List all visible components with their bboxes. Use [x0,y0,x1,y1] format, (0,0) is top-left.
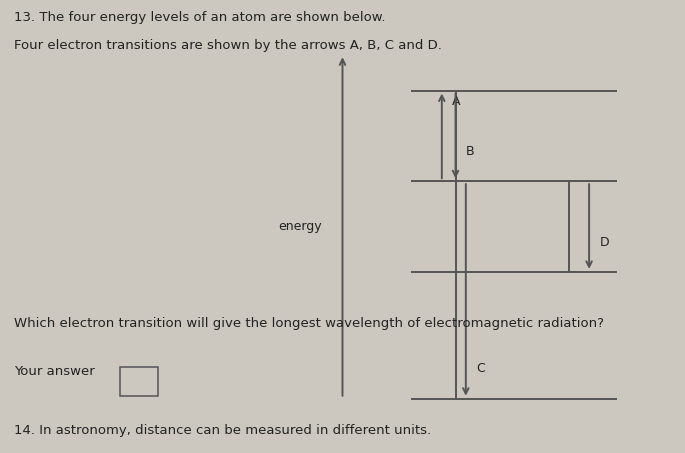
Text: D: D [599,236,609,249]
Text: Four electron transitions are shown by the arrows A, B, C and D.: Four electron transitions are shown by t… [14,39,442,52]
Text: Which electron transition will give the longest wavelength of electromagnetic ra: Which electron transition will give the … [14,317,603,330]
Text: Your answer: Your answer [14,365,95,378]
FancyBboxPatch shape [120,367,158,396]
Text: 14. In astronomy, distance can be measured in different units.: 14. In astronomy, distance can be measur… [14,424,431,437]
Text: B: B [466,145,475,158]
Text: A: A [452,95,460,108]
Text: 13. The four energy levels of an atom are shown below.: 13. The four energy levels of an atom ar… [14,11,385,24]
Text: C: C [476,362,485,376]
Text: energy: energy [278,220,322,233]
